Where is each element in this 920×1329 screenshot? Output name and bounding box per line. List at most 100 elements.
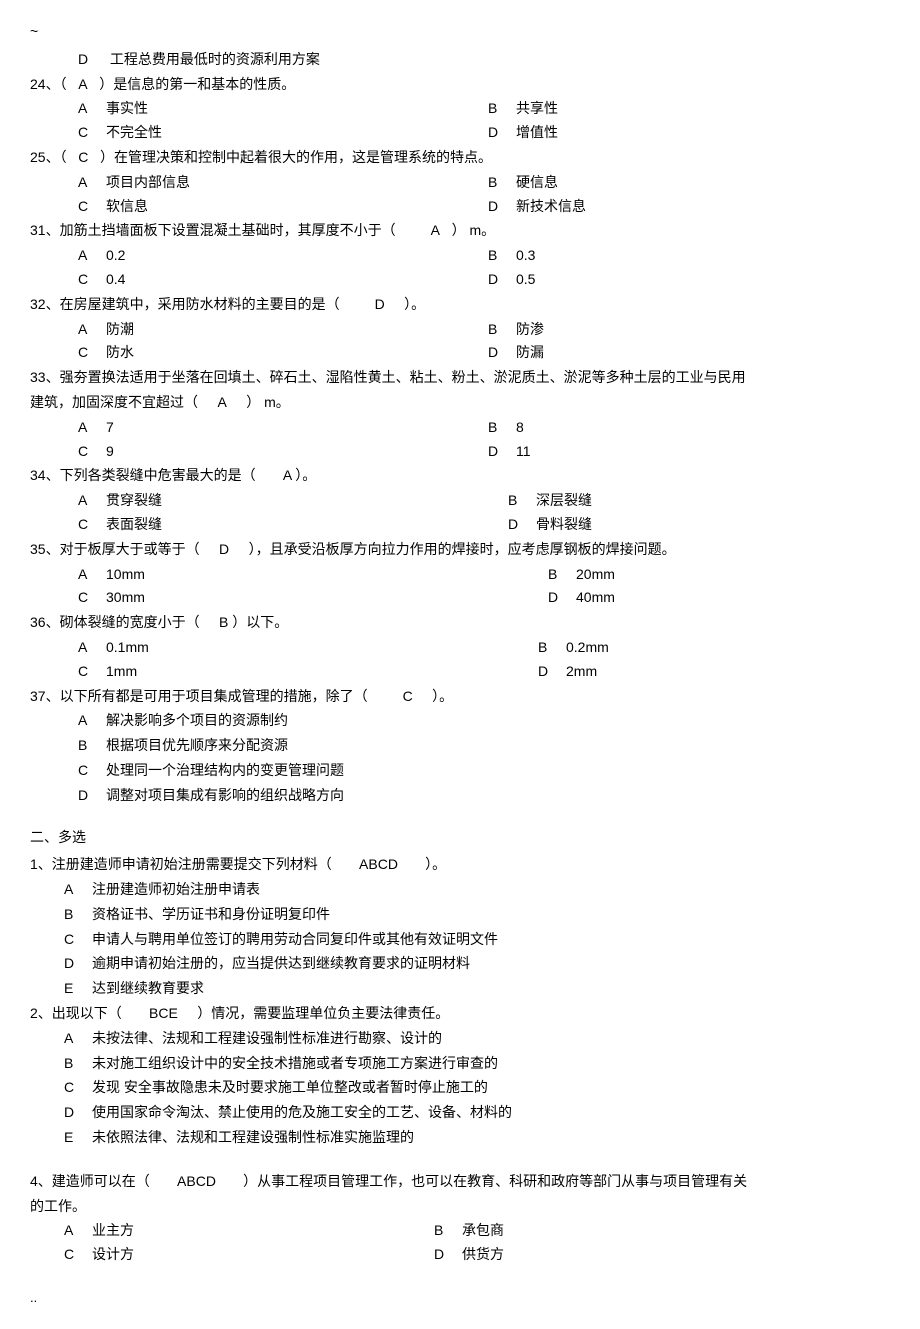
- stem-post: ）。: [425, 856, 446, 872]
- option-text: 防潮: [106, 321, 134, 337]
- stem-post: ）。: [295, 467, 316, 483]
- option-text: 使用国家命令淘汰、禁止使用的危及施工安全的工艺、设备、材料的: [92, 1104, 512, 1120]
- option-text: 0.1mm: [106, 639, 149, 655]
- option-text: 承包商: [462, 1222, 504, 1238]
- section2-title: 二、多选: [30, 826, 890, 850]
- option-letter: C: [78, 195, 106, 219]
- option-text: 表面裂缝: [106, 516, 162, 532]
- q32-row2: C防水 D防漏: [30, 341, 890, 365]
- option-text: 新技术信息: [516, 198, 586, 214]
- q25-row1: A项目内部信息 B硬信息: [30, 171, 890, 195]
- option-letter: D: [64, 952, 92, 976]
- option-letter: C: [64, 928, 92, 952]
- stem-pre: 36、砌体裂缝的宽度小于（: [30, 614, 200, 630]
- stem-answer: A: [78, 76, 87, 92]
- stem-answer: D: [219, 541, 229, 557]
- q34-stem: 34、下列各类裂缝中危害最大的是（ A ）。: [30, 464, 890, 488]
- stem-pre: 建筑，加固深度不宜超过（: [30, 394, 198, 410]
- stem-pre: 24、（: [30, 76, 67, 92]
- stem-post: ）从事工程项目管理工作，也可以在教育、科研和政府等部门从事与项目管理有关: [243, 1173, 747, 1189]
- stem-pre: 35、对于板厚大于或等于（: [30, 541, 200, 557]
- option-text: 共享性: [516, 100, 558, 116]
- q31-stem: 31、加筋土挡墙面板下设置混凝土基础时，其厚度不小于（ A ） m。: [30, 219, 890, 243]
- m2-option-b: B未对施工组织设计中的安全技术措施或者专项施工方案进行审查的: [30, 1052, 890, 1076]
- option-letter: B: [64, 903, 92, 927]
- stem-post: ），且承受沿板厚方向拉力作用的焊接时，应考虑厚钢板的焊接问题。: [249, 541, 676, 557]
- option-text: 防渗: [516, 321, 544, 337]
- q24-stem: 24、（ A ）是信息的第一和基本的性质。: [30, 73, 890, 97]
- q33-stem-line1: 33、强夯置换法适用于坐落在回填土、碎石土、湿陷性黄土、粘土、粉土、淤泥质土、淤…: [30, 366, 890, 390]
- option-letter: D: [78, 48, 106, 72]
- stem-answer: ABCD: [359, 856, 398, 872]
- option-text: 0.5: [516, 271, 535, 287]
- option-letter: C: [64, 1076, 92, 1100]
- option-text: 未对施工组织设计中的安全技术措施或者专项施工方案进行审查的: [92, 1055, 498, 1071]
- option-text: 供货方: [462, 1246, 504, 1262]
- stem-pre: 4、建造师可以在（: [30, 1173, 150, 1189]
- m2-stem: 2、出现以下（ BCE ）情况，需要监理单位负主要法律责任。: [30, 1002, 890, 1026]
- option-text: 资格证书、学历证书和身份证明复印件: [92, 906, 330, 922]
- option-text: 0.2: [106, 247, 125, 263]
- option-letter: A: [78, 171, 106, 195]
- q35-row2: C30mm D40mm: [30, 586, 890, 610]
- q37-option-b: B根据项目优先顺序来分配资源: [30, 734, 890, 758]
- stem-answer: B: [219, 614, 228, 630]
- option-letter: A: [64, 878, 92, 902]
- option-letter: D: [548, 586, 576, 610]
- stem-post: ）。: [404, 296, 425, 312]
- m2-option-a: A未按法律、法规和工程建设强制性标准进行勘察、设计的: [30, 1027, 890, 1051]
- option-letter: B: [78, 734, 106, 758]
- option-text: 设计方: [92, 1246, 134, 1262]
- m2-option-d: D使用国家命令淘汰、禁止使用的危及施工安全的工艺、设备、材料的: [30, 1101, 890, 1125]
- option-text: 逾期申请初始注册的，应当提供达到继续教育要求的证明材料: [92, 955, 470, 971]
- option-text: 业主方: [92, 1222, 134, 1238]
- option-letter: D: [434, 1243, 462, 1267]
- option-letter: D: [64, 1101, 92, 1125]
- m4-stem: 4、建造师可以在（ ABCD ）从事工程项目管理工作，也可以在教育、科研和政府等…: [30, 1170, 890, 1194]
- option-text: 事实性: [106, 100, 148, 116]
- stem-post: ）以下。: [232, 614, 288, 630]
- option-letter: A: [78, 489, 106, 513]
- stem-answer: ABCD: [177, 1173, 216, 1189]
- stem-post: ）情况，需要监理单位负主要法律责任。: [197, 1005, 449, 1021]
- stem-post: ）是信息的第一和基本的性质。: [99, 76, 295, 92]
- option-letter: D: [508, 513, 536, 537]
- option-letter: C: [78, 660, 106, 684]
- stem-answer: BCE: [149, 1005, 178, 1021]
- q31-row1: A0.2 B0.3: [30, 244, 890, 268]
- option-text: 1mm: [106, 663, 137, 679]
- option-letter: D: [488, 195, 516, 219]
- m1-stem: 1、注册建造师申请初始注册需要提交下列材料（ ABCD ）。: [30, 853, 890, 877]
- option-text: 30mm: [106, 589, 145, 605]
- option-letter: C: [78, 121, 106, 145]
- stem-post: ）在管理决策和控制中起着很大的作用，这是管理系统的特点。: [100, 149, 492, 165]
- q37-option-a: A解决影响多个项目的资源制约: [30, 709, 890, 733]
- q24-row2: C不完全性 D增值性: [30, 121, 890, 145]
- option-letter: B: [488, 244, 516, 268]
- option-text: 0.2mm: [566, 639, 609, 655]
- option-text: 骨料裂缝: [536, 516, 592, 532]
- option-letter: C: [78, 759, 106, 783]
- option-text: 2mm: [566, 663, 597, 679]
- m4-row2: C设计方 D供货方: [30, 1243, 890, 1267]
- option-text: 不完全性: [106, 124, 162, 140]
- option-text: 硬信息: [516, 174, 558, 190]
- q25-stem: 25、（ C ）在管理决策和控制中起着很大的作用，这是管理系统的特点。: [30, 146, 890, 170]
- page-header-tilde: ~: [30, 20, 890, 44]
- option-letter: D: [538, 660, 566, 684]
- m1-option-e: E达到继续教育要求: [30, 977, 890, 1001]
- option-letter: E: [64, 1126, 92, 1150]
- q37-option-c: C处理同一个治理结构内的变更管理问题: [30, 759, 890, 783]
- option-letter: D: [488, 341, 516, 365]
- page-footer: ..: [30, 1287, 890, 1309]
- option-letter: A: [78, 416, 106, 440]
- option-text: 处理同一个治理结构内的变更管理问题: [106, 762, 344, 778]
- option-letter: B: [538, 636, 566, 660]
- stem-answer: A: [431, 222, 440, 238]
- option-letter: D: [78, 784, 106, 808]
- stem-pre: 2、出现以下（: [30, 1005, 122, 1021]
- q34-row1: A贯穿裂缝 B深层裂缝: [30, 489, 890, 513]
- q36-stem: 36、砌体裂缝的宽度小于（ B ）以下。: [30, 611, 890, 635]
- option-text: 防漏: [516, 344, 544, 360]
- option-letter: B: [488, 171, 516, 195]
